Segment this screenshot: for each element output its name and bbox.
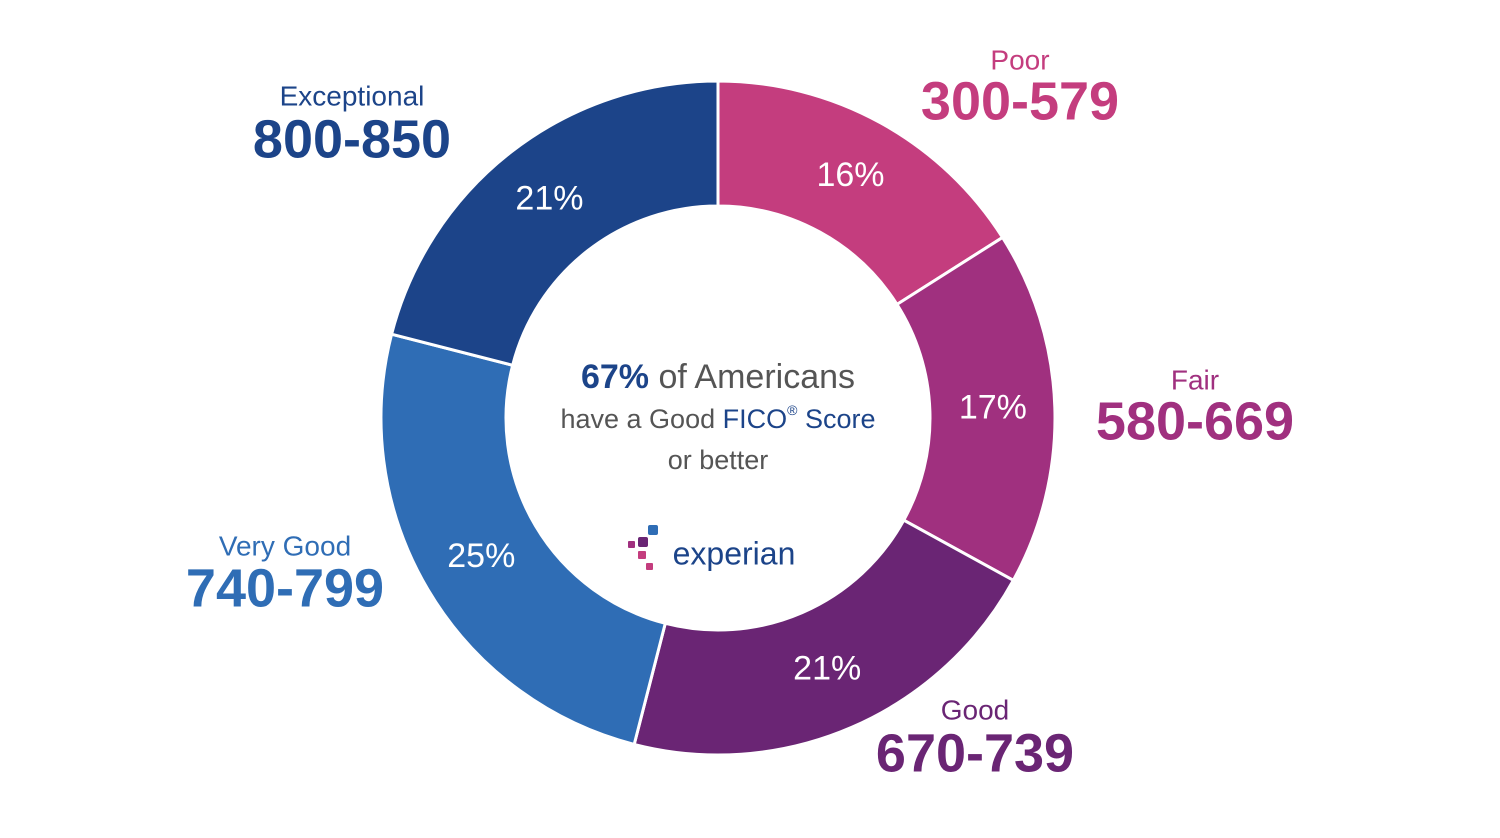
center-text: of Americans xyxy=(658,358,855,396)
donut-segment xyxy=(379,332,668,747)
logo: experian xyxy=(673,535,796,571)
category-label: Good xyxy=(941,694,1010,725)
value-label: 16% xyxy=(816,156,884,194)
category-label: Very Good xyxy=(219,530,351,561)
center-line-3: or better xyxy=(668,445,769,475)
range-label: 670-739 xyxy=(876,723,1074,783)
range-label: 740-799 xyxy=(186,558,384,618)
donut-segment xyxy=(389,79,720,368)
value-label: 25% xyxy=(447,537,515,575)
value-label: 17% xyxy=(959,388,1027,426)
donut-segment xyxy=(716,79,1005,307)
value-label: 21% xyxy=(793,649,861,687)
value-label: 21% xyxy=(515,180,583,218)
center-line-1: 67% of Americans xyxy=(581,358,855,396)
range-label: 580-669 xyxy=(1096,391,1294,451)
category-label: Exceptional xyxy=(280,80,425,111)
center-text: have a Good xyxy=(560,404,715,434)
range-label: 300-579 xyxy=(921,71,1119,131)
category-label: Poor xyxy=(990,44,1049,75)
donut-segment xyxy=(894,235,1057,583)
center-line-2: have a Good FICO® Score xyxy=(560,394,875,434)
donut-segment xyxy=(632,518,1016,757)
center-text: Score xyxy=(805,404,876,434)
range-label: 800-850 xyxy=(253,109,451,169)
center-highlight: 67% xyxy=(581,358,649,396)
center-text: FICO xyxy=(723,404,788,434)
logo-dots xyxy=(628,525,658,570)
category-label: Fair xyxy=(1171,364,1219,395)
center-text: ® xyxy=(787,402,798,418)
